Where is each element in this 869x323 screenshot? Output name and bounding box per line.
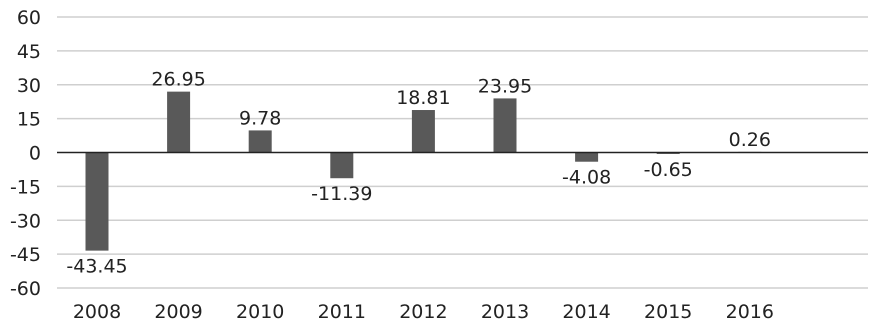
y-tick-label: 0 <box>29 143 41 165</box>
y-tick-label: -60 <box>10 278 41 300</box>
y-tick-label: 45 <box>17 41 41 63</box>
y-tick-label: 15 <box>17 109 41 131</box>
x-tick-label: 2014 <box>562 301 610 323</box>
x-tick-label: 2015 <box>644 301 692 323</box>
gridlines <box>57 16 868 289</box>
bar-2008 <box>85 152 109 251</box>
data-label-2013: 23.95 <box>478 75 532 97</box>
y-axis-tick-labels: 60 45 30 15 0 -15 -30 -45 -60 <box>10 7 41 300</box>
x-tick-label: 2013 <box>481 301 529 323</box>
y-tick-label: -15 <box>10 176 41 198</box>
x-tick-label: 2016 <box>726 301 774 323</box>
x-axis-tick-labels: 2008 2009 2010 2011 2012 2013 2014 2015 2016 <box>73 301 774 323</box>
data-label-2012: 18.81 <box>396 87 450 109</box>
data-label-2014: -4.08 <box>562 167 611 189</box>
x-tick-label: 2010 <box>236 301 284 323</box>
bar-2009 <box>167 91 191 153</box>
data-labels: -43.45 26.95 9.78 -11.39 18.81 23.95 -4.08 -0.6… <box>66 69 771 278</box>
data-label-2010: 9.78 <box>239 107 281 129</box>
y-tick-label: 30 <box>17 75 41 97</box>
bar-2011 <box>330 152 354 179</box>
y-tick-label: -45 <box>10 244 41 266</box>
data-label-2015: -0.65 <box>644 159 693 181</box>
data-label-2009: 26.95 <box>151 69 205 91</box>
data-label-2011: -11.39 <box>311 183 372 205</box>
bar-2013 <box>493 98 517 153</box>
x-tick-label: 2009 <box>154 301 202 323</box>
bar-2010 <box>248 130 272 153</box>
data-label-2016: 0.26 <box>729 129 771 151</box>
x-tick-label: 2011 <box>318 301 366 323</box>
data-label-2008: -43.45 <box>66 256 127 278</box>
bars <box>85 91 762 251</box>
x-tick-label: 2008 <box>73 301 121 323</box>
bar-2012 <box>411 110 435 153</box>
bar-2014 <box>575 152 599 162</box>
y-tick-label: 60 <box>17 7 41 29</box>
x-tick-label: 2012 <box>399 301 447 323</box>
y-tick-label: -30 <box>10 210 41 232</box>
